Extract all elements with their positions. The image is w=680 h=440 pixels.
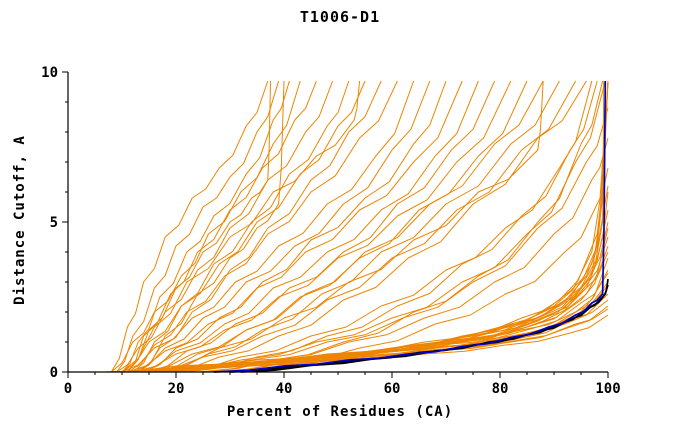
x-tick-label: 0 <box>64 381 72 397</box>
x-tick-label: 60 <box>384 381 401 397</box>
orange-model-curve <box>165 80 606 373</box>
y-tick-label: 0 <box>50 365 58 381</box>
black-curve <box>240 278 609 373</box>
orange-model-curve <box>186 80 598 373</box>
x-tick-label: 80 <box>492 381 509 397</box>
orange-model-curve <box>197 137 609 373</box>
orange-model-curve <box>202 80 604 373</box>
orange-model-curve <box>138 80 479 373</box>
orange-model-curve <box>148 80 577 373</box>
x-tick-label: 100 <box>595 381 620 397</box>
orange-model-curve <box>175 107 609 373</box>
orange-model-curve <box>137 80 285 373</box>
x-axis-label: Percent of Residues (CA) <box>226 404 454 420</box>
orange-model-curve <box>121 80 415 373</box>
orange-model-curve <box>116 80 334 373</box>
orange-model-curve <box>143 80 447 373</box>
orange-model-curve <box>110 80 269 373</box>
x-tick-label: 20 <box>168 381 185 397</box>
orange-model-curve <box>132 80 431 373</box>
y-tick-label: 5 <box>50 215 58 231</box>
orange-model-curve <box>132 236 609 373</box>
orange-model-curve <box>110 80 301 373</box>
orange-model-curve <box>175 80 593 373</box>
orange-model-curve <box>159 80 560 373</box>
orange-model-curve <box>127 80 398 373</box>
orange-model-curve <box>127 80 317 373</box>
orange-model-curve <box>165 80 587 373</box>
orange-model-curve <box>154 80 544 373</box>
orange-model-curve <box>132 80 512 373</box>
y-axis-label: Distance Cutoff, A <box>12 135 28 305</box>
orange-model-curve <box>127 80 271 373</box>
orange-model-curve <box>256 80 609 373</box>
x-tick-label: 40 <box>276 381 293 397</box>
chart-title: T1006-D1 <box>299 8 381 26</box>
orange-model-curve <box>219 251 609 373</box>
orange-model-curve <box>127 227 609 373</box>
orange-model-curve <box>143 80 544 373</box>
blue-curve <box>213 80 607 373</box>
orange-model-curve <box>121 80 366 373</box>
orange-model-curve <box>116 80 280 373</box>
orange-model-curve <box>137 80 382 373</box>
orange-model-curve <box>132 80 350 373</box>
orange-model-curve <box>121 80 290 373</box>
orange-model-curve <box>154 80 528 373</box>
orange-model-curve <box>121 80 361 373</box>
y-tick-label: 10 <box>41 65 58 81</box>
orange-model-curve <box>127 80 463 373</box>
orange-model-curve <box>246 191 609 373</box>
